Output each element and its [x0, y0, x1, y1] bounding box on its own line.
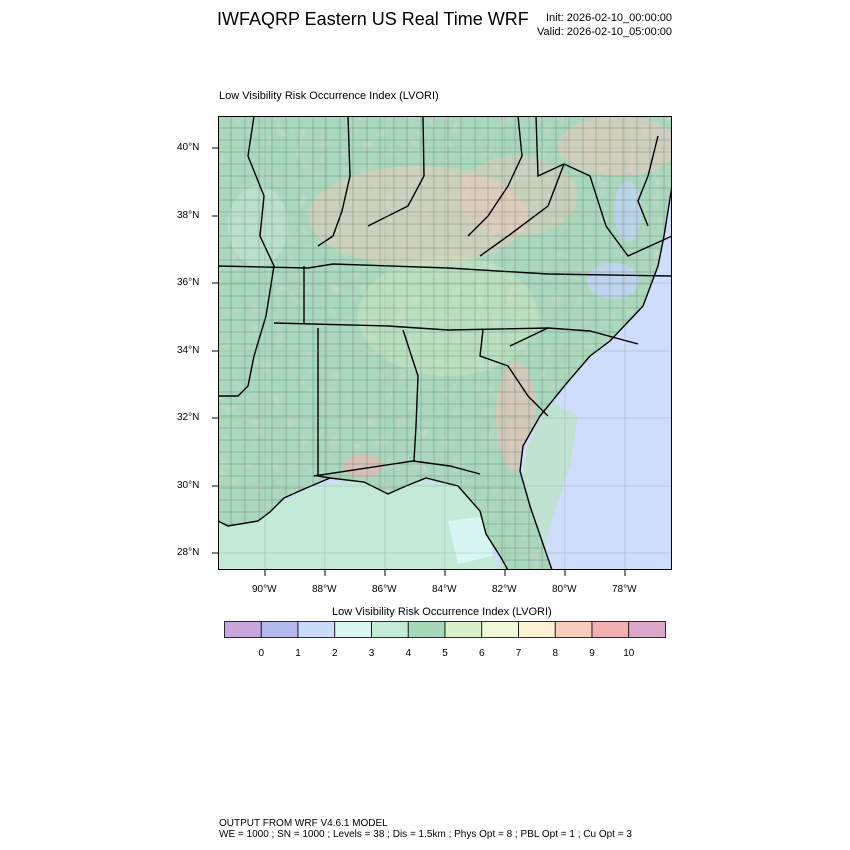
colorbar-swatch: [371, 621, 409, 638]
lat-label-36: 36°N: [177, 277, 200, 288]
lat-label-32: 32°N: [177, 412, 200, 423]
footer-config-line: WE = 1000 ; SN = 1000 ; Levels = 38 ; Di…: [219, 829, 632, 840]
map-border: [218, 116, 672, 570]
colorbar-label: 3: [368, 648, 375, 659]
colorbar-label: 8: [552, 648, 559, 659]
colorbar: [224, 621, 666, 638]
colorbar-swatch: [444, 621, 483, 638]
lat-label-40: 40°N: [177, 142, 200, 153]
colorbar-swatch: [224, 621, 262, 638]
lat-label-38: 38°N: [177, 210, 200, 221]
lon-label-88: 88°W: [312, 584, 337, 595]
colorbar-swatch: [554, 621, 593, 638]
map-panel: [217, 115, 673, 571]
init-time: Init: 2026-02-10_00:00:00: [546, 12, 672, 24]
colorbar-label: 4: [405, 648, 412, 659]
colorbar-label: 9: [589, 648, 595, 659]
colorbar-title: Low Visibility Risk Occurrence Index (LV…: [332, 606, 552, 618]
colorbar-label: 10: [623, 648, 635, 659]
colorbar-label: 0: [258, 648, 265, 659]
colorbar-swatch: [481, 621, 519, 638]
lat-label-30: 30°N: [177, 480, 200, 491]
shallow-water-patch: [448, 516, 493, 564]
graticule: [218, 116, 672, 570]
state-boundaries: [217, 115, 673, 479]
lon-label-78: 78°W: [612, 584, 637, 595]
colorbar-swatch: [628, 621, 666, 638]
coastline: [217, 185, 673, 571]
colorbar-label: 6: [478, 648, 485, 659]
colorbar-swatch: [334, 621, 372, 638]
colorbar-label: 1: [295, 648, 301, 659]
lon-label-80: 80°W: [552, 584, 577, 595]
colorbar-swatch: [407, 621, 446, 638]
lon-label-90: 90°W: [252, 584, 277, 595]
map-subtitle: Low Visibility Risk Occurrence Index (LV…: [219, 90, 439, 102]
lon-label-84: 84°W: [432, 584, 457, 595]
valid-time: Valid: 2026-02-10_05:00:00: [537, 26, 672, 38]
gulf-shelf: [218, 478, 498, 570]
colorbar-swatch: [591, 621, 630, 638]
lat-label-34: 34°N: [177, 345, 200, 356]
colorbar-label: 2: [331, 648, 338, 659]
colorbar-label: 7: [515, 648, 522, 659]
colorbar-swatch: [297, 621, 336, 638]
lat-label-28: 28°N: [177, 547, 200, 558]
lon-label-86: 86°W: [372, 584, 397, 595]
colorbar-swatch: [260, 621, 299, 638]
lon-label-82: 82°W: [492, 584, 517, 595]
map-svg: [217, 115, 673, 571]
colorbar-swatch: [518, 621, 556, 638]
colorbar-label: 5: [442, 648, 448, 659]
main-title: IWFAQRP Eastern US Real Time WRF: [217, 9, 529, 29]
footer-model-line: OUTPUT FROM WRF V4.6.1 MODEL: [219, 818, 388, 829]
